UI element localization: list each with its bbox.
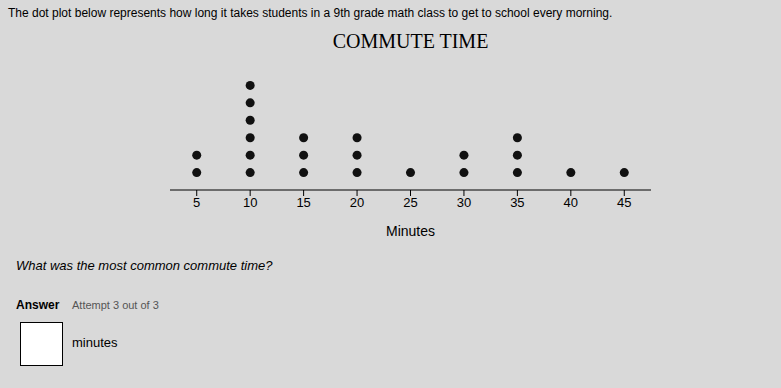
html-text:Attempt 3 out of 3: Attempt 3 out of 3 <box>72 299 159 311</box>
svg-text:Minutes: Minutes <box>386 223 435 239</box>
svg-text:15: 15 <box>296 195 310 210</box>
html-text:The dot plot below represents: The dot plot below represents how long i… <box>8 6 613 20</box>
svg-text:40: 40 <box>564 195 578 210</box>
html-text:COMMUTE TIME: COMMUTE TIME <box>332 30 489 52</box>
svg-text:20: 20 <box>350 195 364 210</box>
svg-text:25: 25 <box>403 195 417 210</box>
svg-text:5: 5 <box>193 195 200 210</box>
svg-text:10: 10 <box>243 195 257 210</box>
html-text:Answer: Answer <box>16 298 60 312</box>
html-text:minutes: minutes <box>72 335 118 350</box>
html-text:What was the most common commu: What was the most common commute time? <box>16 258 273 273</box>
svg-text:35: 35 <box>510 195 524 210</box>
svg-text:30: 30 <box>457 195 471 210</box>
svg-text:45: 45 <box>617 195 631 210</box>
